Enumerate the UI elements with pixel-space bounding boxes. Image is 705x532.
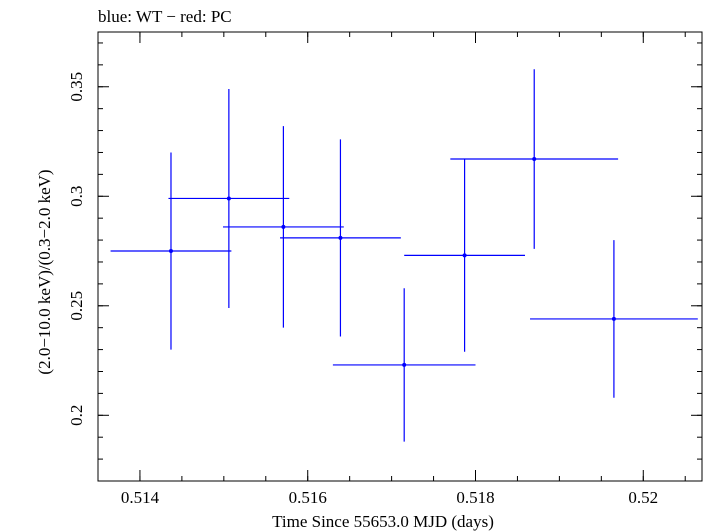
y-axis-label: (2.0−10.0 keV)/(0.3−2.0 keV) <box>35 169 54 374</box>
data-point <box>168 88 290 308</box>
y-tick-label: 0.3 <box>67 186 86 207</box>
data-marker <box>168 249 173 254</box>
data-marker <box>532 157 537 162</box>
plot-frame <box>97 31 703 482</box>
x-tick-label: 0.518 <box>456 488 494 507</box>
data-marker <box>611 316 616 321</box>
data-marker <box>402 362 407 367</box>
y-tick-label: 0.2 <box>67 405 86 426</box>
data-point <box>110 152 232 350</box>
data-point <box>530 240 698 398</box>
x-tick-label: 0.514 <box>121 488 160 507</box>
data-point <box>404 159 525 352</box>
axis-ticks <box>97 32 702 482</box>
x-axis-label: Time Since 55653.0 MJD (days) <box>272 512 494 531</box>
data-marker <box>462 253 467 258</box>
data-point <box>280 139 401 337</box>
data-point <box>222 126 344 328</box>
data-marker <box>281 224 286 229</box>
y-tick-label: 0.35 <box>67 72 86 102</box>
data-point <box>332 288 476 442</box>
data-point <box>450 69 619 249</box>
y-tick-label: 0.25 <box>67 291 86 321</box>
data-points <box>110 69 698 442</box>
x-tick-label: 0.516 <box>289 488 327 507</box>
x-tick-label: 0.52 <box>628 488 658 507</box>
tick-labels: 0.514 0.516 0.518 0.52 0.2 0.25 0.3 0.35 <box>67 72 658 507</box>
data-marker <box>226 196 231 201</box>
data-marker <box>338 235 343 240</box>
axes <box>97 31 703 482</box>
chart-title: blue: WT − red: PC <box>98 7 232 26</box>
